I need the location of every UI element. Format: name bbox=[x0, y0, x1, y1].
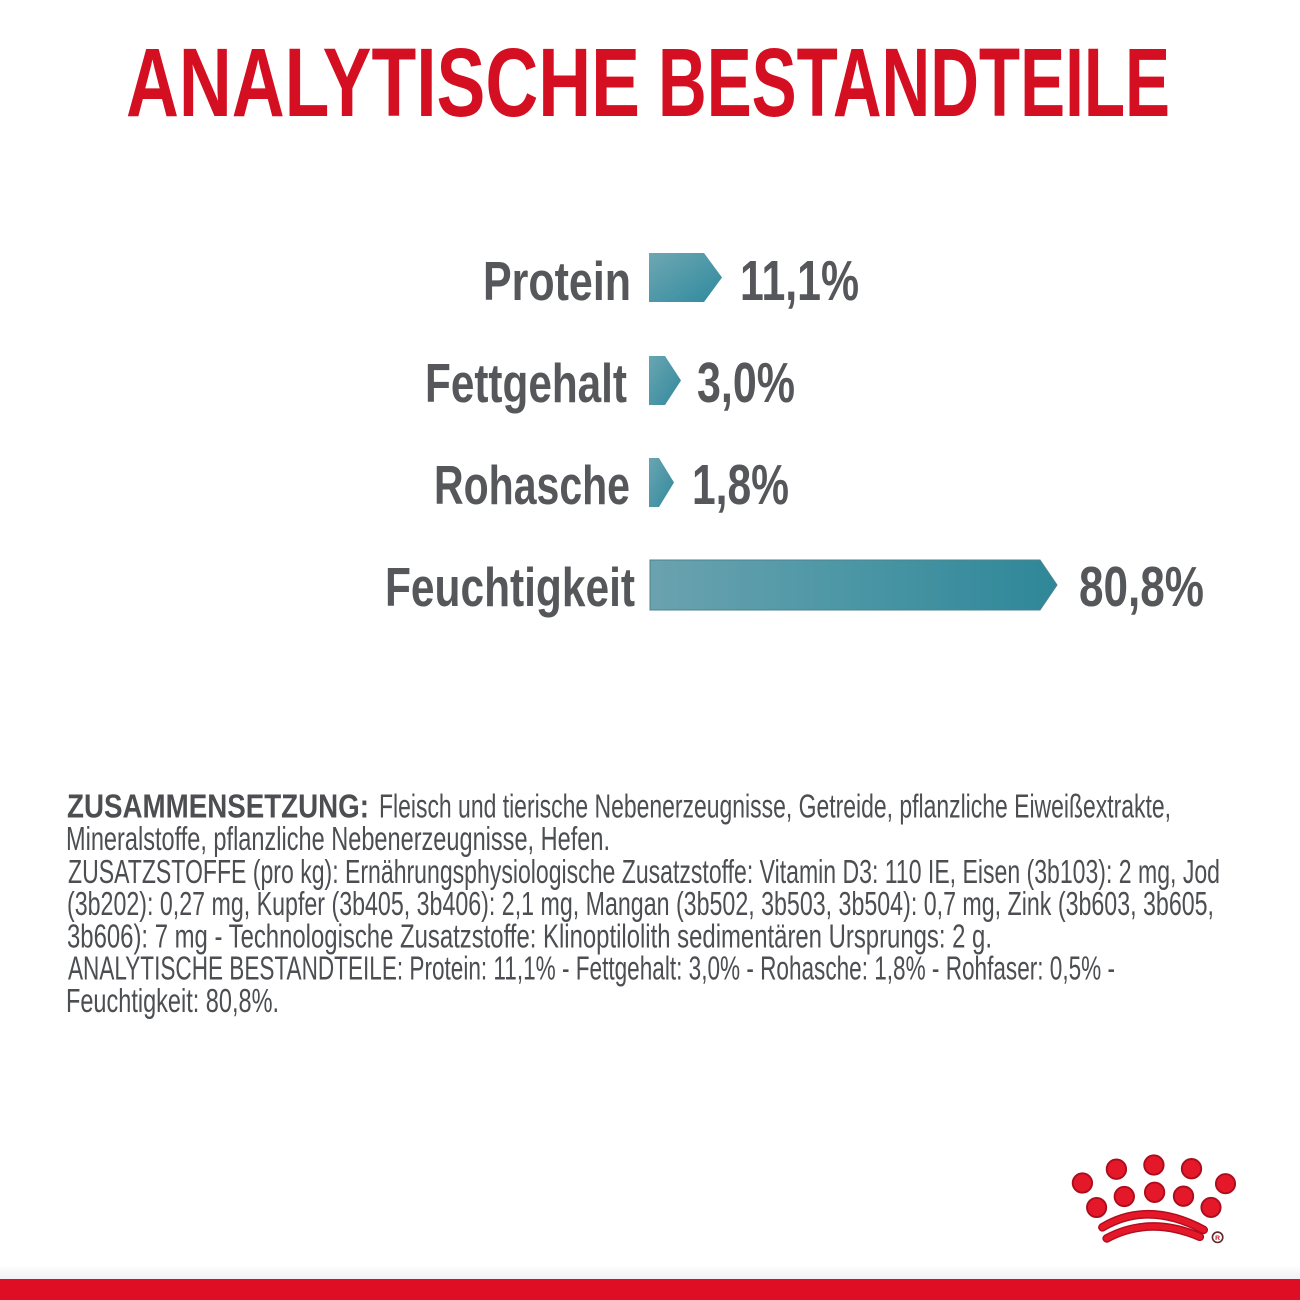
svg-text:Rohasche: Rohasche bbox=[434, 454, 630, 516]
svg-text:Feuchtigkeit: Feuchtigkeit bbox=[385, 556, 635, 618]
svg-text:Fleisch und tierische Nebenerz: Fleisch und tierische Nebenerzeugnisse, … bbox=[379, 787, 1171, 824]
svg-text:R: R bbox=[1215, 1235, 1220, 1242]
svg-text:Protein: Protein bbox=[483, 250, 631, 312]
svg-text:ANALYTISCHE: ANALYTISCHE bbox=[126, 28, 640, 137]
svg-text:ANALYTISCHE BESTANDTEILE: Prot: ANALYTISCHE BESTANDTEILE: Protein: 11,1%… bbox=[68, 949, 1115, 986]
svg-text:ZUSAMMENSETZUNG:: ZUSAMMENSETZUNG: bbox=[67, 787, 369, 824]
svg-text:80,8%: 80,8% bbox=[1079, 555, 1204, 619]
svg-text:Feuchtigkeit: 80,8%.: Feuchtigkeit: 80,8%. bbox=[66, 982, 279, 1019]
svg-text:(3b202): 0,27 mg, Kupfer (3b40: (3b202): 0,27 mg, Kupfer (3b405, 3b406):… bbox=[67, 885, 1214, 922]
svg-text:3,0%: 3,0% bbox=[697, 351, 795, 415]
svg-text:1,8%: 1,8% bbox=[692, 453, 789, 517]
svg-text:BESTANDTEILE: BESTANDTEILE bbox=[658, 28, 1170, 137]
svg-text:Fettgehalt: Fettgehalt bbox=[425, 352, 627, 414]
svg-text:ZUSATZSTOFFE (pro kg): Ernähru: ZUSATZSTOFFE (pro kg): Ernährungsphysiol… bbox=[68, 853, 1220, 890]
svg-text:11,1%: 11,1% bbox=[740, 249, 859, 313]
svg-text:Mineralstoffe, pflanzliche Neb: Mineralstoffe, pflanzliche Nebenerzeugni… bbox=[66, 820, 610, 857]
svg-text:3b606): 7 mg - Technologische: 3b606): 7 mg - Technologische Zusatzstof… bbox=[67, 918, 992, 955]
